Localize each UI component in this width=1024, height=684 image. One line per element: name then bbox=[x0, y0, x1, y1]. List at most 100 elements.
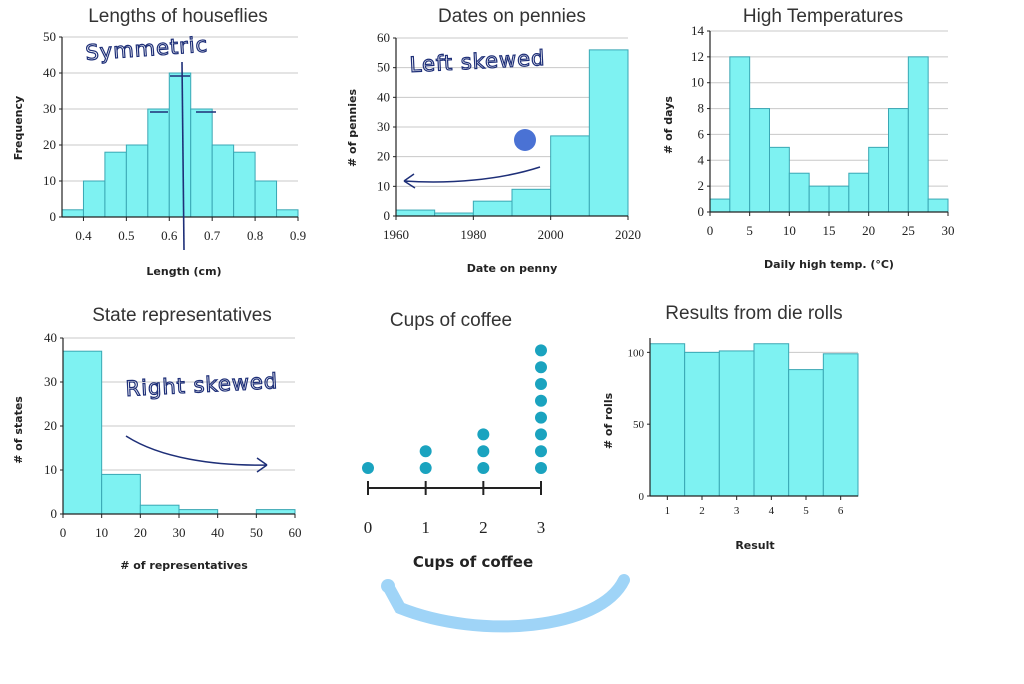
data-dot bbox=[419, 445, 432, 458]
x-tick-label: 50 bbox=[250, 525, 263, 540]
bar bbox=[233, 151, 256, 218]
data-dot bbox=[477, 445, 490, 458]
y-tick-label: 40 bbox=[43, 65, 56, 80]
annotation-right-skewed: Right skewed bbox=[125, 369, 279, 401]
x-tick-label: 60 bbox=[289, 525, 302, 540]
data-dot bbox=[535, 394, 547, 407]
bar bbox=[125, 144, 149, 218]
y-tick-label: 10 bbox=[691, 75, 704, 90]
x-tick-label: 25 bbox=[902, 223, 915, 238]
y-tick-label: 6 bbox=[698, 126, 705, 141]
x-axis-title: Daily high temp. (°C) bbox=[764, 258, 894, 271]
bar bbox=[101, 473, 141, 515]
bar bbox=[828, 185, 850, 213]
y-axis-title: # of rolls bbox=[602, 392, 615, 449]
left-arrow-sketch bbox=[403, 166, 541, 189]
bar bbox=[178, 509, 219, 515]
data-dot bbox=[535, 428, 547, 441]
x-tick-label: 1960 bbox=[383, 227, 409, 242]
bar bbox=[104, 151, 127, 218]
y-tick-label: 0 bbox=[51, 506, 58, 521]
chart-title: Cups of coffee bbox=[390, 310, 512, 331]
y-tick-label: 10 bbox=[44, 462, 57, 477]
bar bbox=[139, 504, 180, 515]
x-tick-label: 20 bbox=[862, 223, 875, 238]
data-dot bbox=[535, 344, 547, 357]
bar bbox=[788, 369, 824, 497]
x-tick-label: 0.5 bbox=[118, 228, 134, 243]
chart-coffee: 0 1 2 3 Cups of coffee Cups of coffee bbox=[362, 310, 547, 571]
x-tick-label: 0.9 bbox=[290, 228, 306, 243]
annotation-left-skewed: Left skewed bbox=[409, 46, 546, 77]
refresh-arrow-tip bbox=[381, 579, 395, 593]
x-axis-title: Length (cm) bbox=[146, 265, 221, 278]
y-tick-label: 0 bbox=[384, 208, 391, 223]
pointer-dot bbox=[514, 129, 536, 151]
x-tick-label: 0.7 bbox=[204, 228, 221, 243]
x-tick-label: 2 bbox=[699, 505, 705, 517]
x-tick-label: 0 bbox=[364, 518, 373, 537]
y-tick-label: 50 bbox=[377, 60, 390, 75]
y-tick-label: 40 bbox=[377, 89, 390, 104]
bar bbox=[709, 198, 731, 213]
y-tick-label: 20 bbox=[43, 137, 56, 152]
data-dot bbox=[362, 462, 374, 474]
x-tick-label: 30 bbox=[942, 223, 955, 238]
bar bbox=[588, 49, 629, 217]
y-tick-label: 40 bbox=[44, 330, 57, 345]
y-axis-title: # of pennies bbox=[346, 89, 359, 167]
bar bbox=[822, 353, 859, 497]
y-tick-label: 20 bbox=[44, 418, 57, 433]
bar bbox=[61, 209, 84, 218]
y-tick-label: 50 bbox=[633, 419, 645, 431]
y-tick-label: 10 bbox=[43, 173, 56, 188]
x-tick-label: 6 bbox=[838, 505, 844, 517]
chart-houseflies: 0 10 20 30 40 50 0.4 0.5 0.6 0.7 0.8 0.9 Lengths of… bbox=[12, 6, 306, 278]
chart-dice: 0 50 100 1 2 3 4 5 6 Results from die rolls Resu… bbox=[602, 303, 859, 552]
x-tick-label: 20 bbox=[134, 525, 147, 540]
chart-title: Dates on pennies bbox=[438, 6, 586, 27]
x-axis-title: # of representatives bbox=[120, 559, 248, 572]
bar bbox=[550, 135, 590, 217]
data-dot bbox=[535, 411, 547, 424]
data-dot bbox=[419, 462, 432, 474]
bar bbox=[168, 72, 192, 218]
bar bbox=[927, 198, 949, 213]
x-axis-title: Cups of coffee bbox=[413, 553, 533, 571]
data-dot bbox=[535, 378, 547, 390]
chart-title: High Temperatures bbox=[743, 6, 903, 27]
y-axis-title: Frequency bbox=[12, 96, 25, 160]
y-axis-title: # of states bbox=[12, 396, 25, 464]
x-tick-label: 30 bbox=[173, 525, 186, 540]
bar bbox=[649, 343, 686, 497]
x-tick-label: 1 bbox=[665, 505, 671, 517]
x-tick-label: 10 bbox=[95, 525, 108, 540]
y-tick-label: 10 bbox=[377, 178, 390, 193]
y-tick-label: 30 bbox=[44, 374, 57, 389]
x-tick-label: 3 bbox=[734, 505, 740, 517]
data-dot bbox=[477, 462, 490, 474]
bar bbox=[868, 146, 890, 213]
y-tick-label: 4 bbox=[698, 152, 705, 167]
data-dot bbox=[535, 361, 547, 374]
bar bbox=[718, 350, 755, 497]
x-tick-label: 3 bbox=[537, 518, 546, 537]
bar bbox=[684, 351, 720, 497]
y-tick-label: 20 bbox=[377, 149, 390, 164]
x-tick-label: 1980 bbox=[460, 227, 486, 242]
y-tick-label: 12 bbox=[691, 49, 704, 64]
x-tick-label: 2 bbox=[479, 518, 488, 537]
chart-temperatures: 0 2 4 6 8 10 12 14 0 5 10 15 20 25 30 High Temperature… bbox=[662, 6, 955, 271]
x-tick-label: 0.4 bbox=[75, 228, 92, 243]
refresh-arrow-icon bbox=[382, 574, 630, 633]
bar bbox=[808, 185, 830, 213]
chart-title: State representatives bbox=[92, 305, 272, 326]
x-tick-label: 4 bbox=[769, 505, 775, 517]
x-tick-label: 2020 bbox=[615, 227, 641, 242]
bar bbox=[211, 144, 235, 218]
symmetry-axis-sketch bbox=[150, 61, 216, 251]
y-tick-label: 0 bbox=[698, 204, 705, 219]
bar bbox=[907, 56, 929, 213]
x-tick-label: 5 bbox=[746, 223, 753, 238]
chart-representatives: 0 10 20 30 40 0 10 20 30 40 50 60 State representat… bbox=[12, 305, 302, 572]
